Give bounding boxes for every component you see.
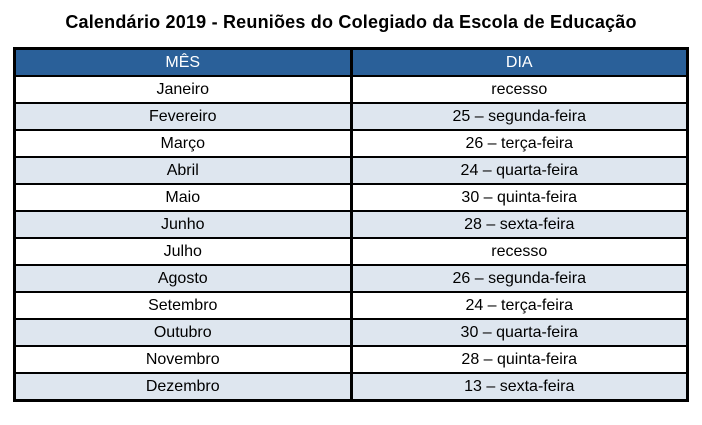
table-row-setembro: Setembro 24 – terça-feira [13,291,689,320]
calendar-table: MÊS DIA Janeiro recesso Fevereiro 25 – s… [13,47,689,402]
day-cell: recesso [350,75,689,104]
month-cell: Junho [13,210,353,239]
table-row-junho: Junho 28 – sexta-feira [13,210,689,239]
table-row-maio: Maio 30 – quinta-feira [13,183,689,212]
month-cell: Julho [13,237,353,266]
table-row-novembro: Novembro 28 – quinta-feira [13,345,689,374]
day-cell: 26 – terça-feira [350,129,689,158]
table-row-dezembro: Dezembro 13 – sexta-feira [13,372,689,402]
table-row-fevereiro: Fevereiro 25 – segunda-feira [13,102,689,131]
table-header-row: MÊS DIA [13,47,689,77]
column-header-mes: MÊS [13,47,353,77]
table-row-abril: Abril 24 – quarta-feira [13,156,689,185]
day-cell: 25 – segunda-feira [350,102,689,131]
month-cell: Janeiro [13,75,353,104]
table-row-janeiro: Janeiro recesso [13,75,689,104]
month-cell: Maio [13,183,353,212]
month-cell: Abril [13,156,353,185]
day-cell: 13 – sexta-feira [350,372,689,402]
month-cell: Março [13,129,353,158]
day-cell: 30 – quinta-feira [350,183,689,212]
day-cell: recesso [350,237,689,266]
day-cell: 24 – quarta-feira [350,156,689,185]
table-row-agosto: Agosto 26 – segunda-feira [13,264,689,293]
month-cell: Agosto [13,264,353,293]
month-cell: Dezembro [13,372,353,402]
month-cell: Setembro [13,291,353,320]
day-cell: 26 – segunda-feira [350,264,689,293]
day-cell: 30 – quarta-feira [350,318,689,347]
table-row-marco: Março 26 – terça-feira [13,129,689,158]
page-title: Calendário 2019 - Reuniões do Colegiado … [65,12,637,32]
day-cell: 28 – quinta-feira [350,345,689,374]
day-cell: 24 – terça-feira [350,291,689,320]
month-cell: Outubro [13,318,353,347]
month-cell: Fevereiro [13,102,353,131]
table-row-julho: Julho recesso [13,237,689,266]
month-cell: Novembro [13,345,353,374]
day-cell: 28 – sexta-feira [350,210,689,239]
table-row-outubro: Outubro 30 – quarta-feira [13,318,689,347]
column-header-dia: DIA [350,47,689,77]
